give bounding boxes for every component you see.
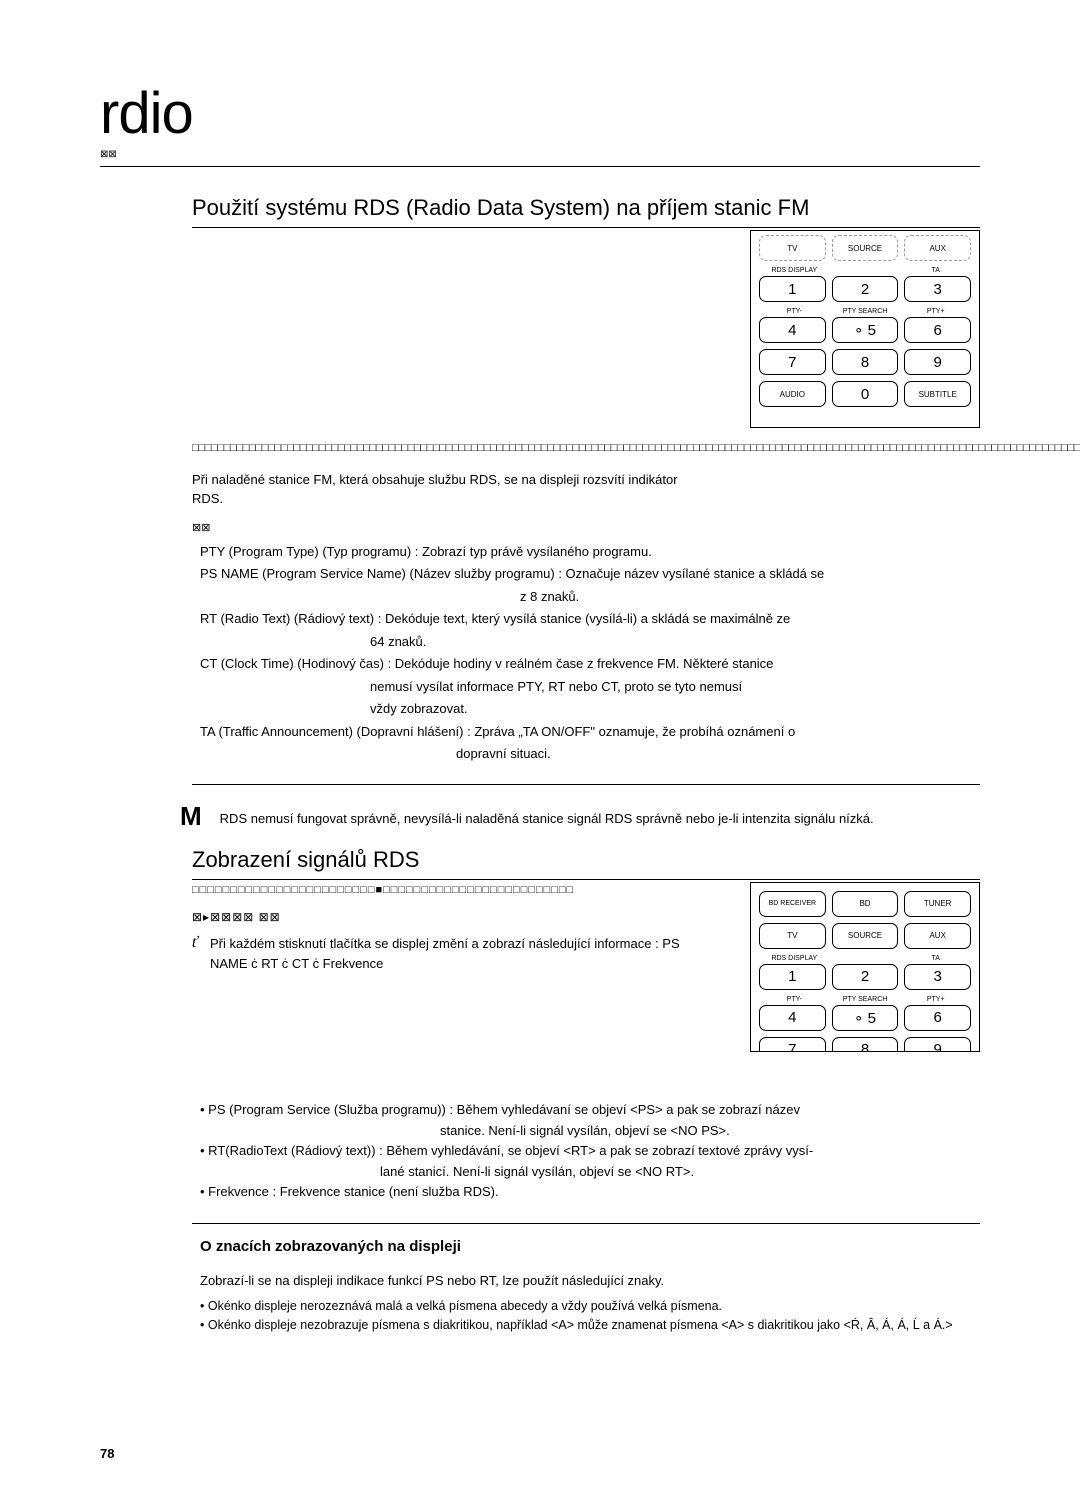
desc-marker: ⊠⊠ xyxy=(192,521,980,534)
remote-btn-aux: AUX xyxy=(904,923,971,949)
remote-label-pty-plus: PTY+ xyxy=(900,308,971,315)
bullet-freq: • Frekvence : Frekvence stanice (není sl… xyxy=(200,1182,980,1202)
divider xyxy=(192,1223,980,1224)
desc-rt: RT (Radio Text) (Rádiový text) : Dekóduj… xyxy=(200,609,980,629)
remote-btn-2: 2 xyxy=(832,276,899,302)
sub-heading-chars: O znacích zobrazovaných na displeji xyxy=(200,1238,980,1255)
divider xyxy=(192,784,980,785)
desc-pty: PTY (Program Type) (Typ programu) : Zobr… xyxy=(200,542,980,562)
remote-btn-5: ∘ 5 xyxy=(832,1005,899,1031)
remote-btn-9: 9 xyxy=(904,1037,971,1052)
remote-btn-2: 2 xyxy=(832,964,899,990)
chars-bullet-1: • Okénko displeje nerozeznává malá a vel… xyxy=(200,1297,980,1316)
remote-btn-4: 4 xyxy=(759,317,826,343)
note-text: RDS nemusí fungovat správně, nevysílá-li… xyxy=(220,803,874,829)
bullet-ps-cont: stanice. Není-li signál vysílán, objeví … xyxy=(440,1121,980,1141)
remote-label-ta: TA xyxy=(900,267,971,274)
bullet-rt: • RT(RadioText (Rádiový text)) : Během v… xyxy=(200,1141,980,1161)
remote-label-pty-minus: PTY- xyxy=(759,996,830,1003)
remote-btn-1: 1 xyxy=(759,964,826,990)
remote-btn-tuner: TUNER xyxy=(904,891,971,917)
desc-ta: TA (Traffic Announcement) (Dopravní hláš… xyxy=(200,722,980,742)
note-icon: M xyxy=(180,803,202,829)
remote-btn-4: 4 xyxy=(759,1005,826,1031)
intro-text: Při naladěné stanice FM, která obsahuje … xyxy=(192,470,712,509)
remote-btn-9: 9 xyxy=(904,349,971,375)
remote-diagram-2: BD RECEIVER BD TUNER TV SOURCE AUX RDS D… xyxy=(750,882,980,1052)
remote-btn-bdreceiver: BD RECEIVER xyxy=(759,891,826,917)
remote-btn-5: ∘ 5 xyxy=(832,317,899,343)
chapter-title: rdio xyxy=(100,80,980,147)
step-text: Při každém stisknutí tlačítka se displej… xyxy=(210,934,710,974)
bullet-ps: • PS (Program Service (Služba programu))… xyxy=(200,1100,980,1120)
remote-btn-8: 8 xyxy=(832,1037,899,1052)
divider xyxy=(100,166,980,167)
remote-btn-aux: AUX xyxy=(904,235,971,261)
remote-label-pty-search: PTY SEARCH xyxy=(830,996,901,1003)
remote-label-rds-display: RDS DISPLAY xyxy=(759,267,830,274)
step-bullet: ť xyxy=(192,934,210,974)
remote-btn-0: 0 xyxy=(832,381,899,407)
page-number: 78 xyxy=(100,1446,114,1461)
remote-label-ta: TA xyxy=(900,955,971,962)
remote-label-pty-minus: PTY- xyxy=(759,308,830,315)
remote-btn-1: 1 xyxy=(759,276,826,302)
remote-btn-audio: AUDIO xyxy=(759,381,826,407)
remote-btn-source: SOURCE xyxy=(832,923,899,949)
remote-btn-subtitle: SUBTITLE xyxy=(904,381,971,407)
desc-ta-cont: dopravní situaci. xyxy=(456,744,980,764)
remote-btn-6: 6 xyxy=(904,1005,971,1031)
desc-psname-cont: z 8 znaků. xyxy=(520,587,980,607)
remote-btn-6: 6 xyxy=(904,317,971,343)
remote-label-pty-plus: PTY+ xyxy=(900,996,971,1003)
section-heading-signals: Zobrazení signálů RDS xyxy=(192,847,980,873)
remote-btn-3: 3 xyxy=(904,964,971,990)
remote-label-blank xyxy=(830,267,901,274)
remote-label-blank xyxy=(830,955,901,962)
remote-btn-3: 3 xyxy=(904,276,971,302)
chars-bullet-2: • Okénko displeje nezobrazuje písmena s … xyxy=(200,1316,980,1335)
desc-rt-cont: 64 znaků. xyxy=(370,632,980,652)
desc-ct: CT (Clock Time) (Hodinový čas) : Dekóduj… xyxy=(200,654,980,674)
remote-btn-tv: TV xyxy=(759,923,826,949)
bullet-rt-cont: lané stanicí. Není-li signál vysílán, ob… xyxy=(380,1162,980,1182)
divider xyxy=(192,227,980,228)
desc-ct-cont: nemusí vysílat informace PTY, RT nebo CT… xyxy=(370,677,980,697)
remote-label-pty-search: PTY SEARCH xyxy=(830,308,901,315)
desc-ct-cont2: vždy zobrazovat. xyxy=(370,699,980,719)
remote-label-rds-display: RDS DISPLAY xyxy=(759,955,830,962)
subtitle-small: ⊠⊠ xyxy=(100,149,980,160)
remote-btn-7: 7 xyxy=(759,349,826,375)
remote-btn-source: SOURCE xyxy=(832,235,899,261)
chars-line: Zobrazí-li se na displeji indikace funkc… xyxy=(200,1271,980,1291)
remote-btn-7: 7 xyxy=(759,1037,826,1052)
remote-btn-8: 8 xyxy=(832,349,899,375)
remote-diagram-1: TV SOURCE AUX RDS DISPLAY TA 1 2 3 PTY- … xyxy=(750,230,980,428)
divider xyxy=(192,879,980,880)
section-heading-rds: Použití systému RDS (Radio Data System) … xyxy=(192,195,980,221)
desc-psname: PS NAME (Program Service Name) (Název sl… xyxy=(200,564,980,584)
remote-btn-tv: TV xyxy=(759,235,826,261)
remote-btn-bd: BD xyxy=(832,891,899,917)
